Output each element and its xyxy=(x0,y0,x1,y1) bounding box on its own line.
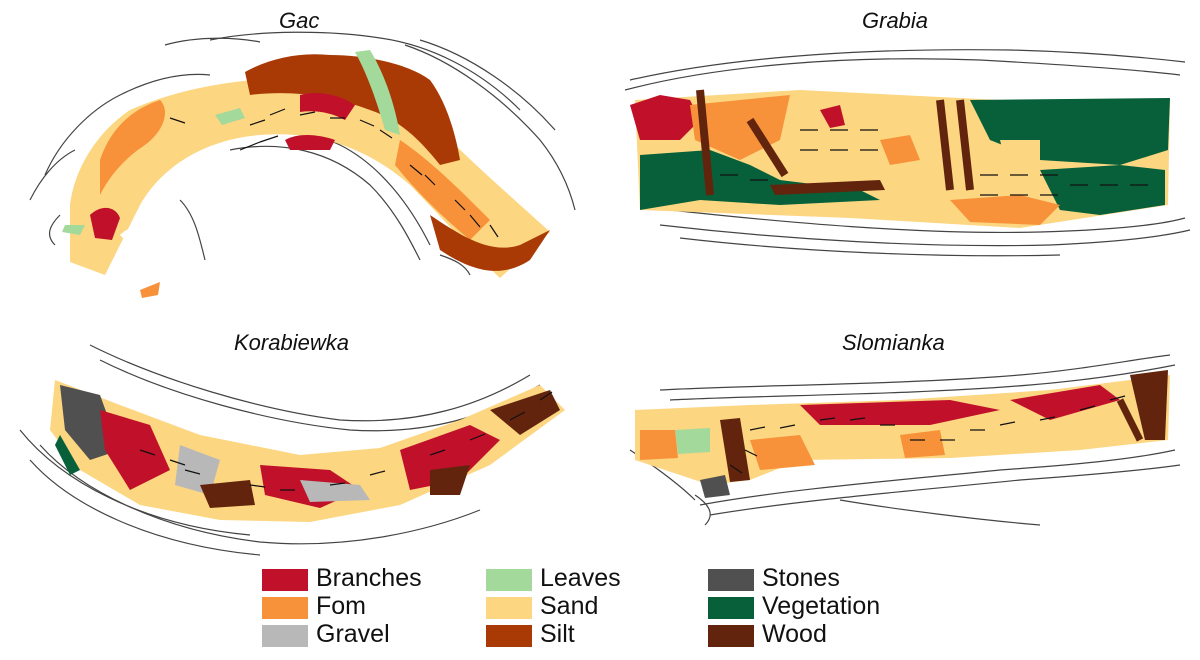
panel-title-korabiewka: Korabiewka xyxy=(234,330,349,355)
map-slomianka xyxy=(629,354,1181,526)
swatch-silt xyxy=(486,625,532,647)
swatch-wood xyxy=(708,625,754,647)
substrate-patches xyxy=(635,370,1170,498)
panel-title-gac: Gac xyxy=(279,8,320,33)
panel-title-slomianka: Slomianka xyxy=(842,330,945,355)
flow-vectors xyxy=(169,108,499,238)
legend-label: Silt xyxy=(540,620,575,648)
contour-lines xyxy=(629,354,1181,526)
legend-label: Stones xyxy=(762,564,840,592)
swatch-branches xyxy=(262,569,308,591)
flow-vectors xyxy=(720,129,1148,196)
contour-lines xyxy=(19,344,541,556)
map-korabiewka xyxy=(19,344,565,556)
panel-title-grabia: Grabia xyxy=(862,8,929,33)
flow-vectors xyxy=(729,395,1126,474)
swatch-leaves xyxy=(486,569,532,591)
swatch-gravel xyxy=(262,625,308,647)
swatch-sand xyxy=(486,597,532,619)
legend-label: Leaves xyxy=(540,564,621,592)
map-gac xyxy=(29,31,576,298)
substrate-patches xyxy=(62,50,550,298)
legend-label: Fom xyxy=(316,592,366,620)
contour-lines xyxy=(624,49,1191,257)
substrate-patches xyxy=(50,380,565,522)
legend-label: Gravel xyxy=(316,620,390,648)
swatch-vegetation xyxy=(708,597,754,619)
legend-label: Sand xyxy=(540,592,599,620)
legend-label: Branches xyxy=(316,564,422,592)
flow-vectors xyxy=(139,391,553,491)
legend-label: Wood xyxy=(762,620,827,648)
swatch-stones xyxy=(708,569,754,591)
map-grabia xyxy=(624,49,1191,257)
substrate-patches xyxy=(630,89,1170,228)
swatch-fom xyxy=(262,597,308,619)
legend: Branches Fom Gravel Leaves Sand Silt Sto… xyxy=(262,564,962,656)
legend-label: Vegetation xyxy=(762,592,881,620)
